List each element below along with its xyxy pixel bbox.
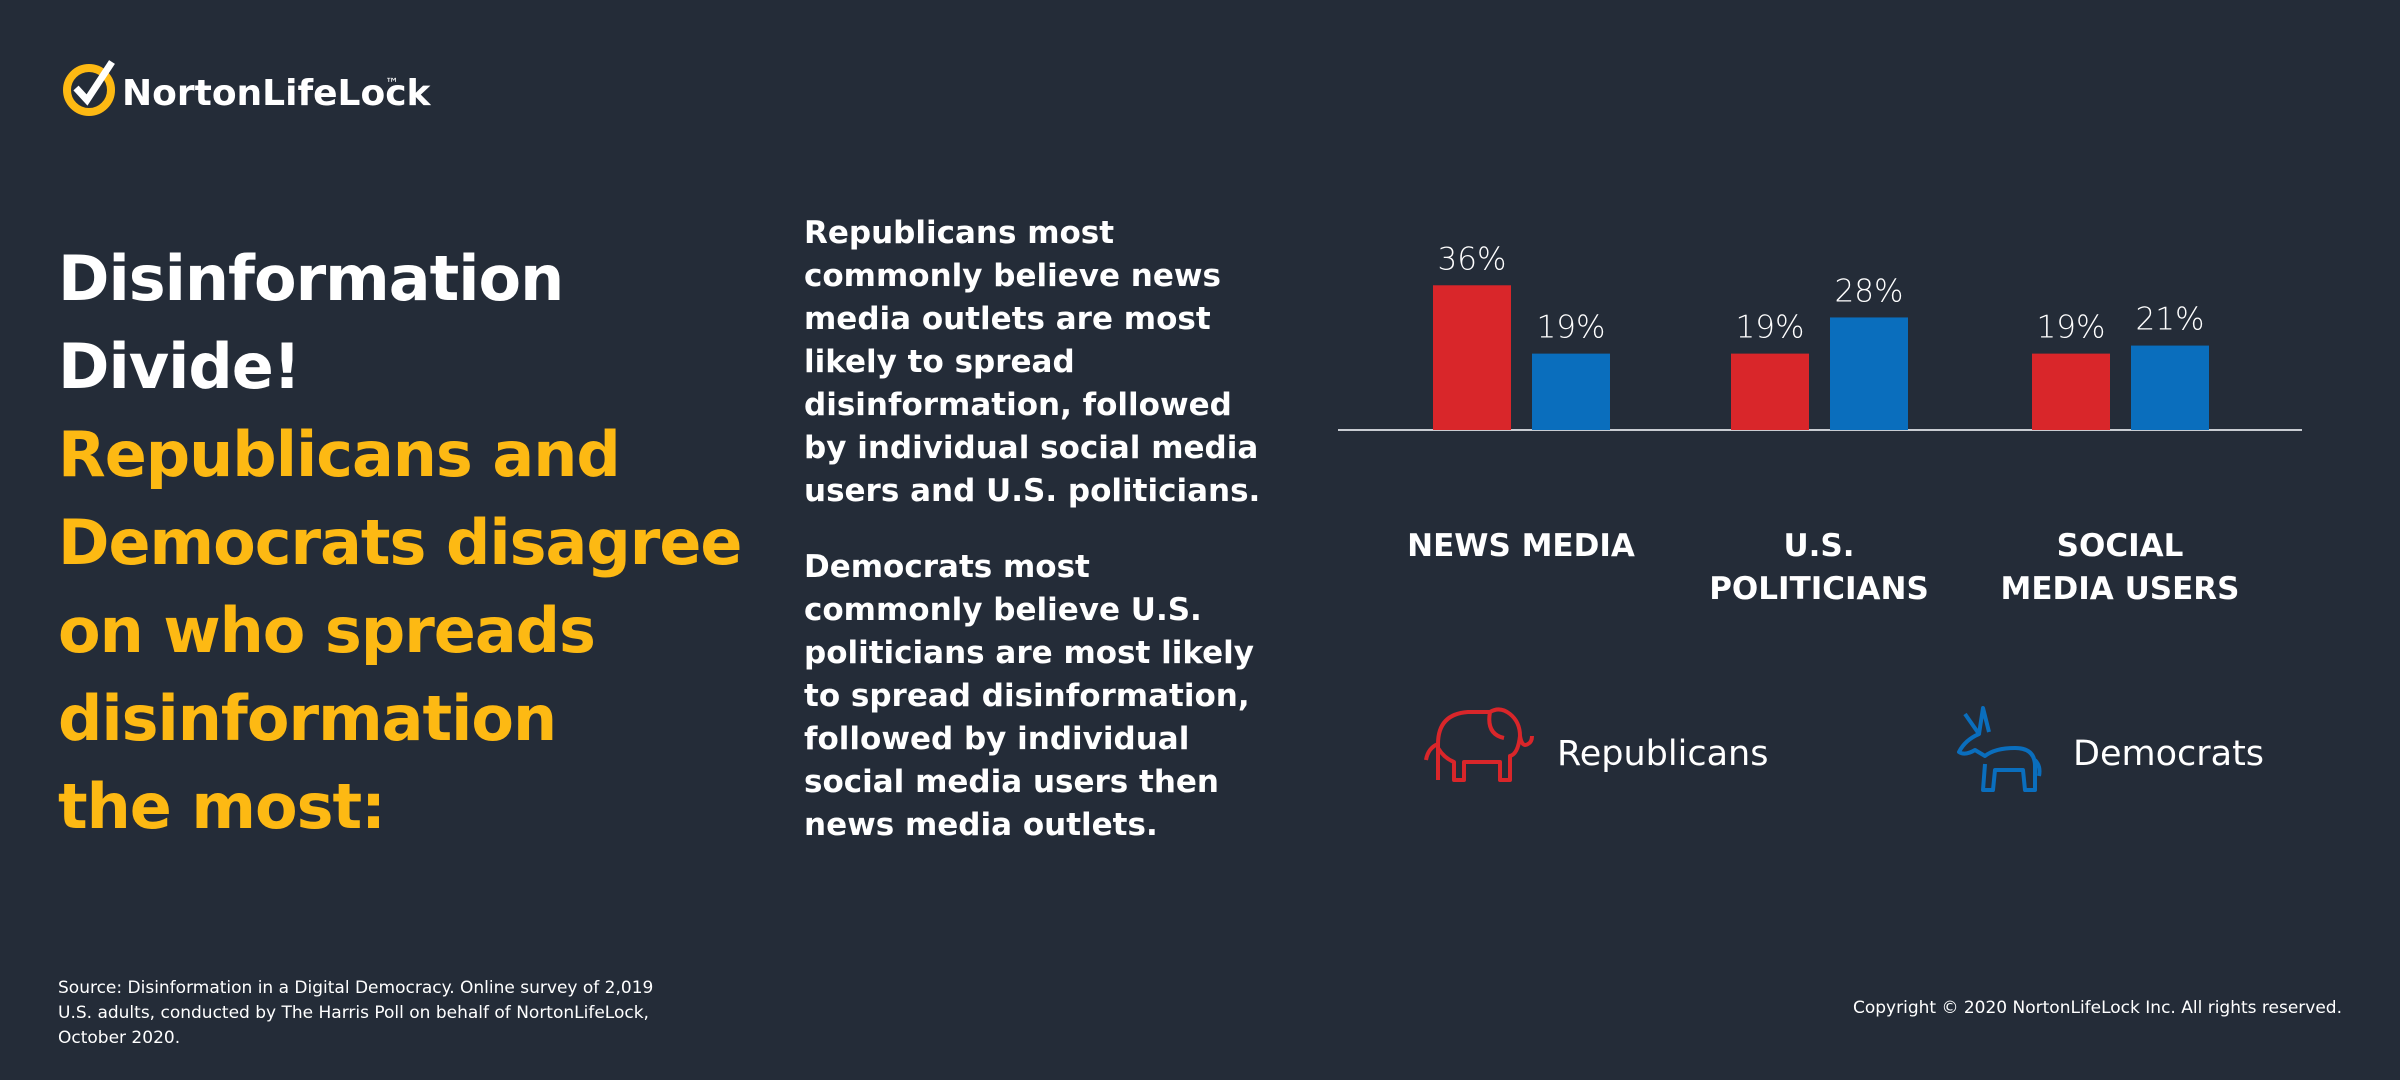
subtitle-line: Democrats disagree: [58, 506, 742, 579]
subtitle: Republicans and Democrats disagree on wh…: [58, 411, 742, 851]
bar: [1731, 353, 1809, 430]
bar: [2131, 345, 2209, 430]
title: Disinformation Divide!: [58, 235, 564, 411]
legend-icon: [1424, 707, 1534, 782]
subtitle-line: Republicans and: [58, 418, 621, 491]
x-tick-label: U.S. POLITICIANS: [1709, 528, 1929, 607]
copyright: Copyright © 2020 NortonLifeLock Inc. All…: [1852, 998, 2342, 1018]
logo-icon: [63, 60, 115, 116]
data-label: 19%: [1537, 310, 1606, 346]
x-tick-label: SOCIAL MEDIA USERS: [2000, 528, 2240, 607]
logo-trademark: ™: [385, 76, 399, 92]
data-label: 19%: [2037, 310, 2106, 346]
paragraph: Republicans most commonly believe news m…: [804, 215, 1261, 509]
legend-label: Democrats: [2073, 734, 2264, 774]
bar: [1532, 353, 1610, 430]
data-label: 36%: [1438, 241, 1507, 277]
subtitle-line: the most:: [58, 770, 386, 843]
data-label: 19%: [1736, 310, 1805, 346]
source: Source: Disinformation in a Digital Demo…: [58, 978, 654, 1048]
paragraph: Democrats most commonly believe U.S. pol…: [804, 549, 1254, 843]
title-line: Divide!: [58, 330, 301, 403]
logo-text: NortonLifeLock: [122, 73, 432, 114]
data-label: 28%: [1835, 273, 1904, 309]
subtitle-line: on who spreads: [58, 594, 596, 667]
legend-label: Republicans: [1557, 734, 1768, 774]
title-line: Disinformation: [58, 242, 564, 315]
bar: [1830, 317, 1908, 430]
bar: [2032, 353, 2110, 430]
subtitle-line: disinformation: [58, 682, 557, 755]
data-label: 21%: [2136, 302, 2205, 338]
bar: [1433, 285, 1511, 430]
x-tick-label: NEWS MEDIA: [1407, 528, 1635, 564]
legend-icon: [1957, 706, 2042, 792]
